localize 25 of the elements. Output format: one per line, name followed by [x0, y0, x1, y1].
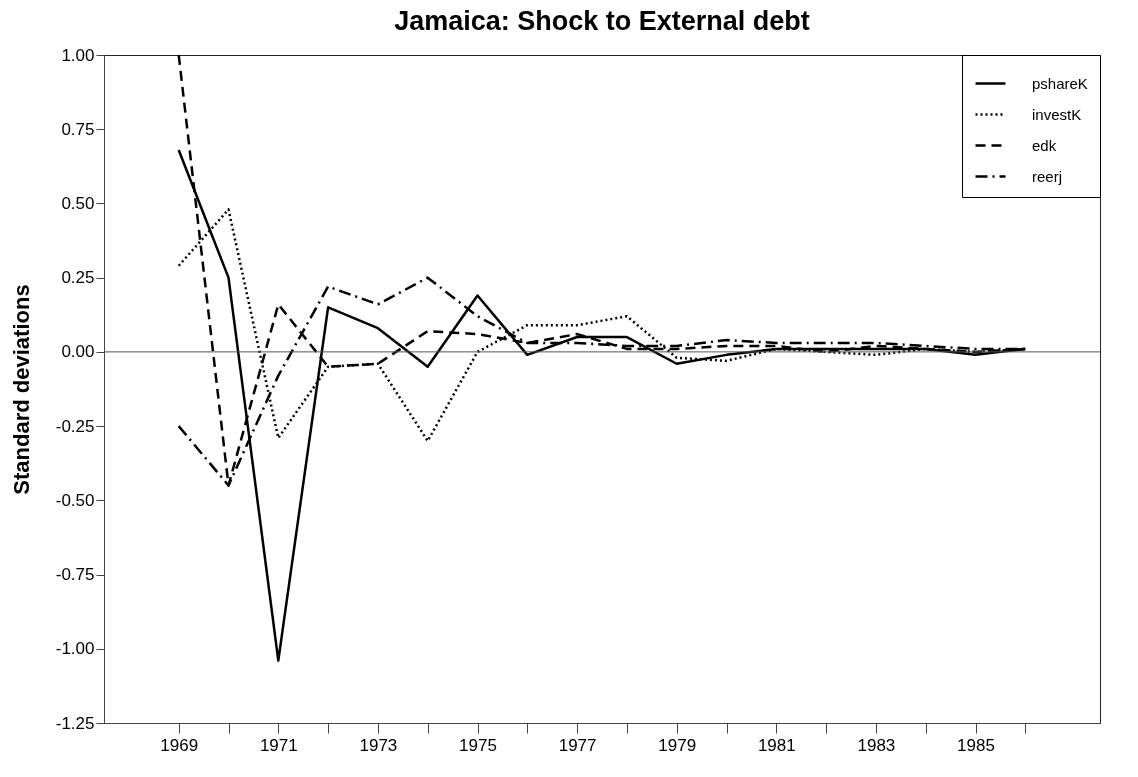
legend-label: reerj: [1032, 167, 1063, 185]
x-tick-label: 1969: [160, 735, 199, 755]
y-tick-label: 0.50: [61, 193, 95, 213]
y-axis-title: Standard deviations: [8, 284, 34, 495]
chart-title: Jamaica: Shock to External debt: [394, 6, 810, 36]
y-tick-label: 0.75: [61, 119, 95, 139]
y-tick-label: 0.25: [61, 268, 95, 288]
x-tick-label: 1977: [558, 735, 597, 755]
y-tick-label: -0.75: [55, 565, 95, 585]
y-tick-label: 1.00: [61, 45, 95, 65]
legend-label: investK: [1032, 105, 1082, 123]
y-tick-label: -1.00: [55, 639, 95, 659]
legend-label: edk: [1032, 136, 1057, 154]
x-tick-label: 1985: [957, 735, 995, 755]
y-tick-label: -0.25: [55, 416, 95, 436]
y-tick-label: 0.00: [61, 342, 95, 362]
y-tick-label: -0.50: [55, 490, 95, 510]
x-tick-label: 1981: [757, 735, 796, 755]
x-tick-label: 1975: [459, 735, 497, 755]
x-tick-label: 1971: [259, 735, 298, 755]
legend-label: pshareK: [1032, 74, 1088, 92]
y-tick-label: -1.25: [55, 713, 95, 733]
x-tick-label: 1973: [359, 735, 398, 755]
x-tick-label: 1983: [857, 735, 896, 755]
x-tick-label: 1979: [658, 735, 697, 755]
